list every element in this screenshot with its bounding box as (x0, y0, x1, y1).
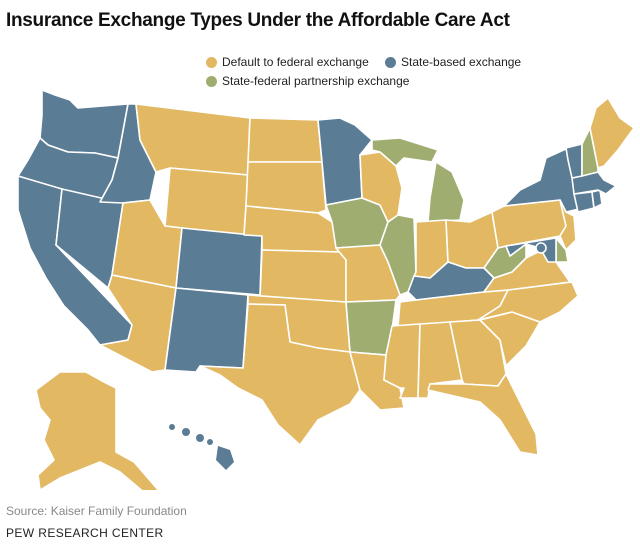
state-NC (477, 281, 579, 323)
state-NH (581, 127, 599, 177)
legend-label-state: State-based exchange (401, 55, 522, 69)
state-VT (565, 143, 583, 179)
state-DC (535, 242, 547, 254)
state-MI-lower (427, 161, 465, 223)
chart-title: Insurance Exchange Types Under the Affor… (6, 10, 510, 31)
source-note: Source: Kaiser Family Foundation (6, 504, 187, 518)
us-map (17, 89, 635, 490)
state-AK (35, 371, 160, 490)
state-FL (427, 373, 539, 456)
credit-line: PEW RESEARCH CENTER (6, 526, 164, 540)
state-ME (589, 97, 635, 169)
state-MA (571, 171, 617, 195)
state-CO (175, 227, 263, 296)
state-SD (245, 161, 327, 214)
state-KS (259, 249, 347, 303)
state-TX (199, 303, 361, 446)
legend-swatch-partnership (206, 75, 217, 87)
state-WY (164, 167, 249, 236)
legend-swatch-state (385, 56, 396, 68)
state-IA (325, 197, 389, 249)
legend-label-partnership: State-federal partnership exchange (222, 74, 410, 88)
legend-item-federal: Default to federal exchange (206, 55, 369, 69)
state-HI (169, 424, 234, 470)
state-RI (591, 189, 603, 209)
state-NJ (559, 199, 577, 251)
state-ND (247, 117, 323, 163)
state-MI (371, 137, 439, 167)
legend-swatch-federal (206, 56, 217, 68)
state-NM (164, 287, 249, 373)
legend-item-state: State-based exchange (385, 55, 521, 69)
state-CT (573, 191, 595, 213)
legend-item-partnership: State-federal partnership exchange (206, 74, 409, 88)
state-MT (135, 103, 251, 176)
legend-label-federal: Default to federal exchange (222, 55, 369, 69)
